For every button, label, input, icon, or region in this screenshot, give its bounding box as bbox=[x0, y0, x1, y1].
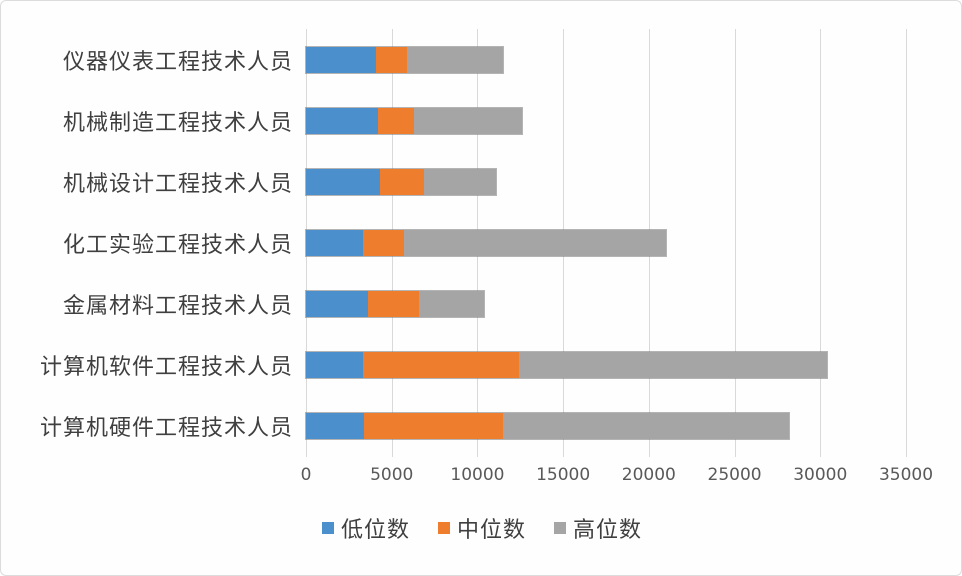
legend-label: 中位数 bbox=[456, 518, 526, 543]
category-label: 计算机软件工程技术人员 bbox=[39, 355, 293, 381]
bar-segment-median bbox=[376, 46, 408, 73]
legend-swatch-icon bbox=[554, 522, 566, 534]
stacked-bar bbox=[304, 167, 498, 196]
legend-item-high: 高位数 bbox=[554, 512, 642, 544]
x-axis: 0 5000 10000 15000 20000 25000 30000 35000 bbox=[1, 465, 961, 491]
bar-segment-median bbox=[364, 413, 504, 440]
x-tick-label: 35000 bbox=[878, 465, 934, 485]
x-tick-label: 25000 bbox=[707, 465, 762, 485]
legend: 低位数 中位数 高位数 bbox=[1, 512, 961, 544]
bar-segment-high bbox=[518, 352, 828, 379]
legend-item-low: 低位数 bbox=[321, 512, 410, 544]
category-label: 机械设计工程技术人员 bbox=[62, 171, 293, 197]
bar-segment-median bbox=[379, 168, 425, 195]
category-label: 计算机硬件工程技术人员 bbox=[39, 416, 293, 442]
bar-segment-low bbox=[306, 168, 380, 195]
category-label: 仪器仪表工程技术人员 bbox=[62, 49, 293, 75]
legend-swatch-icon bbox=[321, 522, 334, 534]
gridline bbox=[820, 29, 822, 457]
stacked-bar bbox=[304, 290, 486, 319]
gridline bbox=[906, 29, 907, 457]
bar-segment-low bbox=[306, 230, 363, 256]
x-tick-label: 15000 bbox=[536, 465, 591, 485]
x-tick-label: 30000 bbox=[793, 465, 848, 485]
bar-segment-median bbox=[378, 107, 414, 134]
stacked-bar bbox=[304, 45, 505, 74]
category-label: 金属材料工程技术人员 bbox=[62, 294, 293, 320]
legend-label: 低位数 bbox=[340, 518, 410, 543]
bar-segment-high bbox=[503, 413, 790, 440]
bar-segment-high bbox=[403, 230, 666, 256]
legend-item-median: 中位数 bbox=[437, 512, 526, 544]
bar-segment-high bbox=[407, 46, 504, 73]
x-tick-label: 10000 bbox=[450, 465, 505, 485]
legend-label: 高位数 bbox=[573, 518, 643, 543]
stacked-bar bbox=[305, 229, 667, 257]
bar-segment-median bbox=[367, 291, 420, 318]
stacked-bar bbox=[304, 412, 791, 441]
x-tick-label: 5000 bbox=[370, 465, 414, 485]
legend-swatch-icon bbox=[437, 522, 450, 534]
bar-segment-median bbox=[362, 230, 404, 256]
category-label: 化工实验工程技术人员 bbox=[62, 232, 293, 258]
stacked-bar bbox=[305, 106, 523, 135]
bar-segment-high bbox=[419, 291, 485, 318]
bar-segment-low bbox=[306, 291, 368, 318]
bar-segment-median bbox=[362, 352, 519, 379]
category-label: 机械制造工程技术人员 bbox=[62, 110, 293, 136]
x-tick-label: 20000 bbox=[621, 465, 676, 485]
gridline bbox=[734, 29, 736, 457]
plot-area bbox=[304, 29, 907, 457]
bar-segment-low bbox=[306, 352, 363, 379]
bar-segment-high bbox=[424, 168, 497, 195]
bar-segment-low bbox=[306, 107, 378, 134]
bar-segment-low bbox=[306, 46, 377, 73]
bar-segment-high bbox=[414, 107, 522, 134]
bar-segment-low bbox=[306, 413, 365, 440]
x-tick-label: 0 bbox=[300, 465, 312, 485]
stacked-bar bbox=[304, 351, 829, 380]
